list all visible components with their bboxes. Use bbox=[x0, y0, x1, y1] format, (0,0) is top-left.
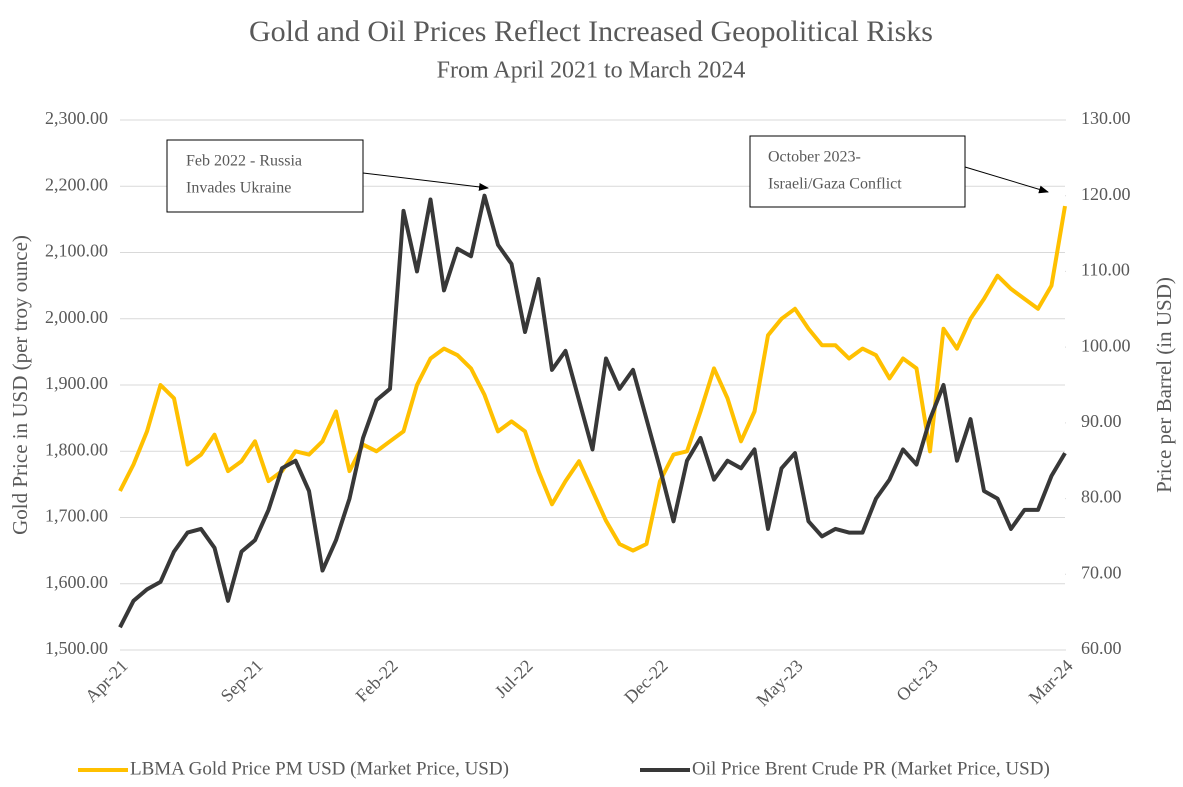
y-tick-label: 2,100.00 bbox=[45, 241, 108, 261]
y-tick-label: 2,200.00 bbox=[45, 174, 108, 194]
y-tick-label: 1,500.00 bbox=[45, 638, 108, 658]
annotation-arrow bbox=[362, 172, 489, 191]
y2-tick-label: 120.00 bbox=[1081, 184, 1131, 204]
y-tick-label: 1,600.00 bbox=[45, 572, 108, 592]
y2-axis-label: Price per Barrel (in USD) bbox=[1152, 277, 1176, 493]
series-line bbox=[118, 193, 1067, 629]
x-tick-label: Oct-23 bbox=[892, 656, 941, 705]
x-tick-label: Apr-21 bbox=[81, 656, 132, 707]
y2-tick-label: 110.00 bbox=[1081, 260, 1130, 280]
y-tick-label: 1,900.00 bbox=[45, 373, 108, 393]
annotation-box bbox=[166, 139, 364, 213]
y-tick-label: 1,800.00 bbox=[45, 439, 108, 459]
annotation-text: Israeli/Gaza Conflict bbox=[768, 176, 902, 193]
legend-label: LBMA Gold Price PM USD (Market Price, US… bbox=[130, 758, 509, 779]
x-tick-label: May-23 bbox=[752, 656, 806, 710]
y2-tick-label: 90.00 bbox=[1081, 411, 1122, 431]
annotation-text: October 2023- bbox=[768, 149, 861, 166]
y-tick-label: 1,700.00 bbox=[45, 506, 108, 526]
annotation-text: Invades Ukraine bbox=[186, 180, 291, 197]
y-tick-label: 2,300.00 bbox=[45, 108, 108, 128]
chart-title: Gold and Oil Prices Reflect Increased Ge… bbox=[249, 15, 933, 48]
annotation-box bbox=[749, 135, 966, 208]
y2-tick-label: 60.00 bbox=[1081, 638, 1122, 658]
x-tick-label: Jul-22 bbox=[491, 656, 537, 702]
y2-tick-label: 80.00 bbox=[1081, 487, 1122, 507]
y-axis-label: Gold Price in USD (per troy ounce) bbox=[8, 235, 32, 535]
series-line bbox=[118, 205, 1067, 553]
y-tick-label: 2,000.00 bbox=[45, 307, 108, 327]
y2-tick-label: 100.00 bbox=[1081, 335, 1131, 355]
annotation-text: Feb 2022 - Russia bbox=[186, 153, 302, 170]
x-tick-label: Mar-24 bbox=[1025, 656, 1077, 708]
y2-tick-label: 130.00 bbox=[1081, 108, 1131, 128]
y2-tick-label: 70.00 bbox=[1081, 562, 1122, 582]
x-tick-label: Feb-22 bbox=[352, 656, 402, 706]
x-tick-label: Dec-22 bbox=[620, 656, 672, 708]
chart-subtitle: From April 2021 to March 2024 bbox=[437, 58, 746, 84]
legend-label: Oil Price Brent Crude PR (Market Price, … bbox=[692, 758, 1050, 779]
annotation-arrow bbox=[964, 166, 1049, 194]
x-tick-label: Sep-21 bbox=[217, 656, 267, 706]
